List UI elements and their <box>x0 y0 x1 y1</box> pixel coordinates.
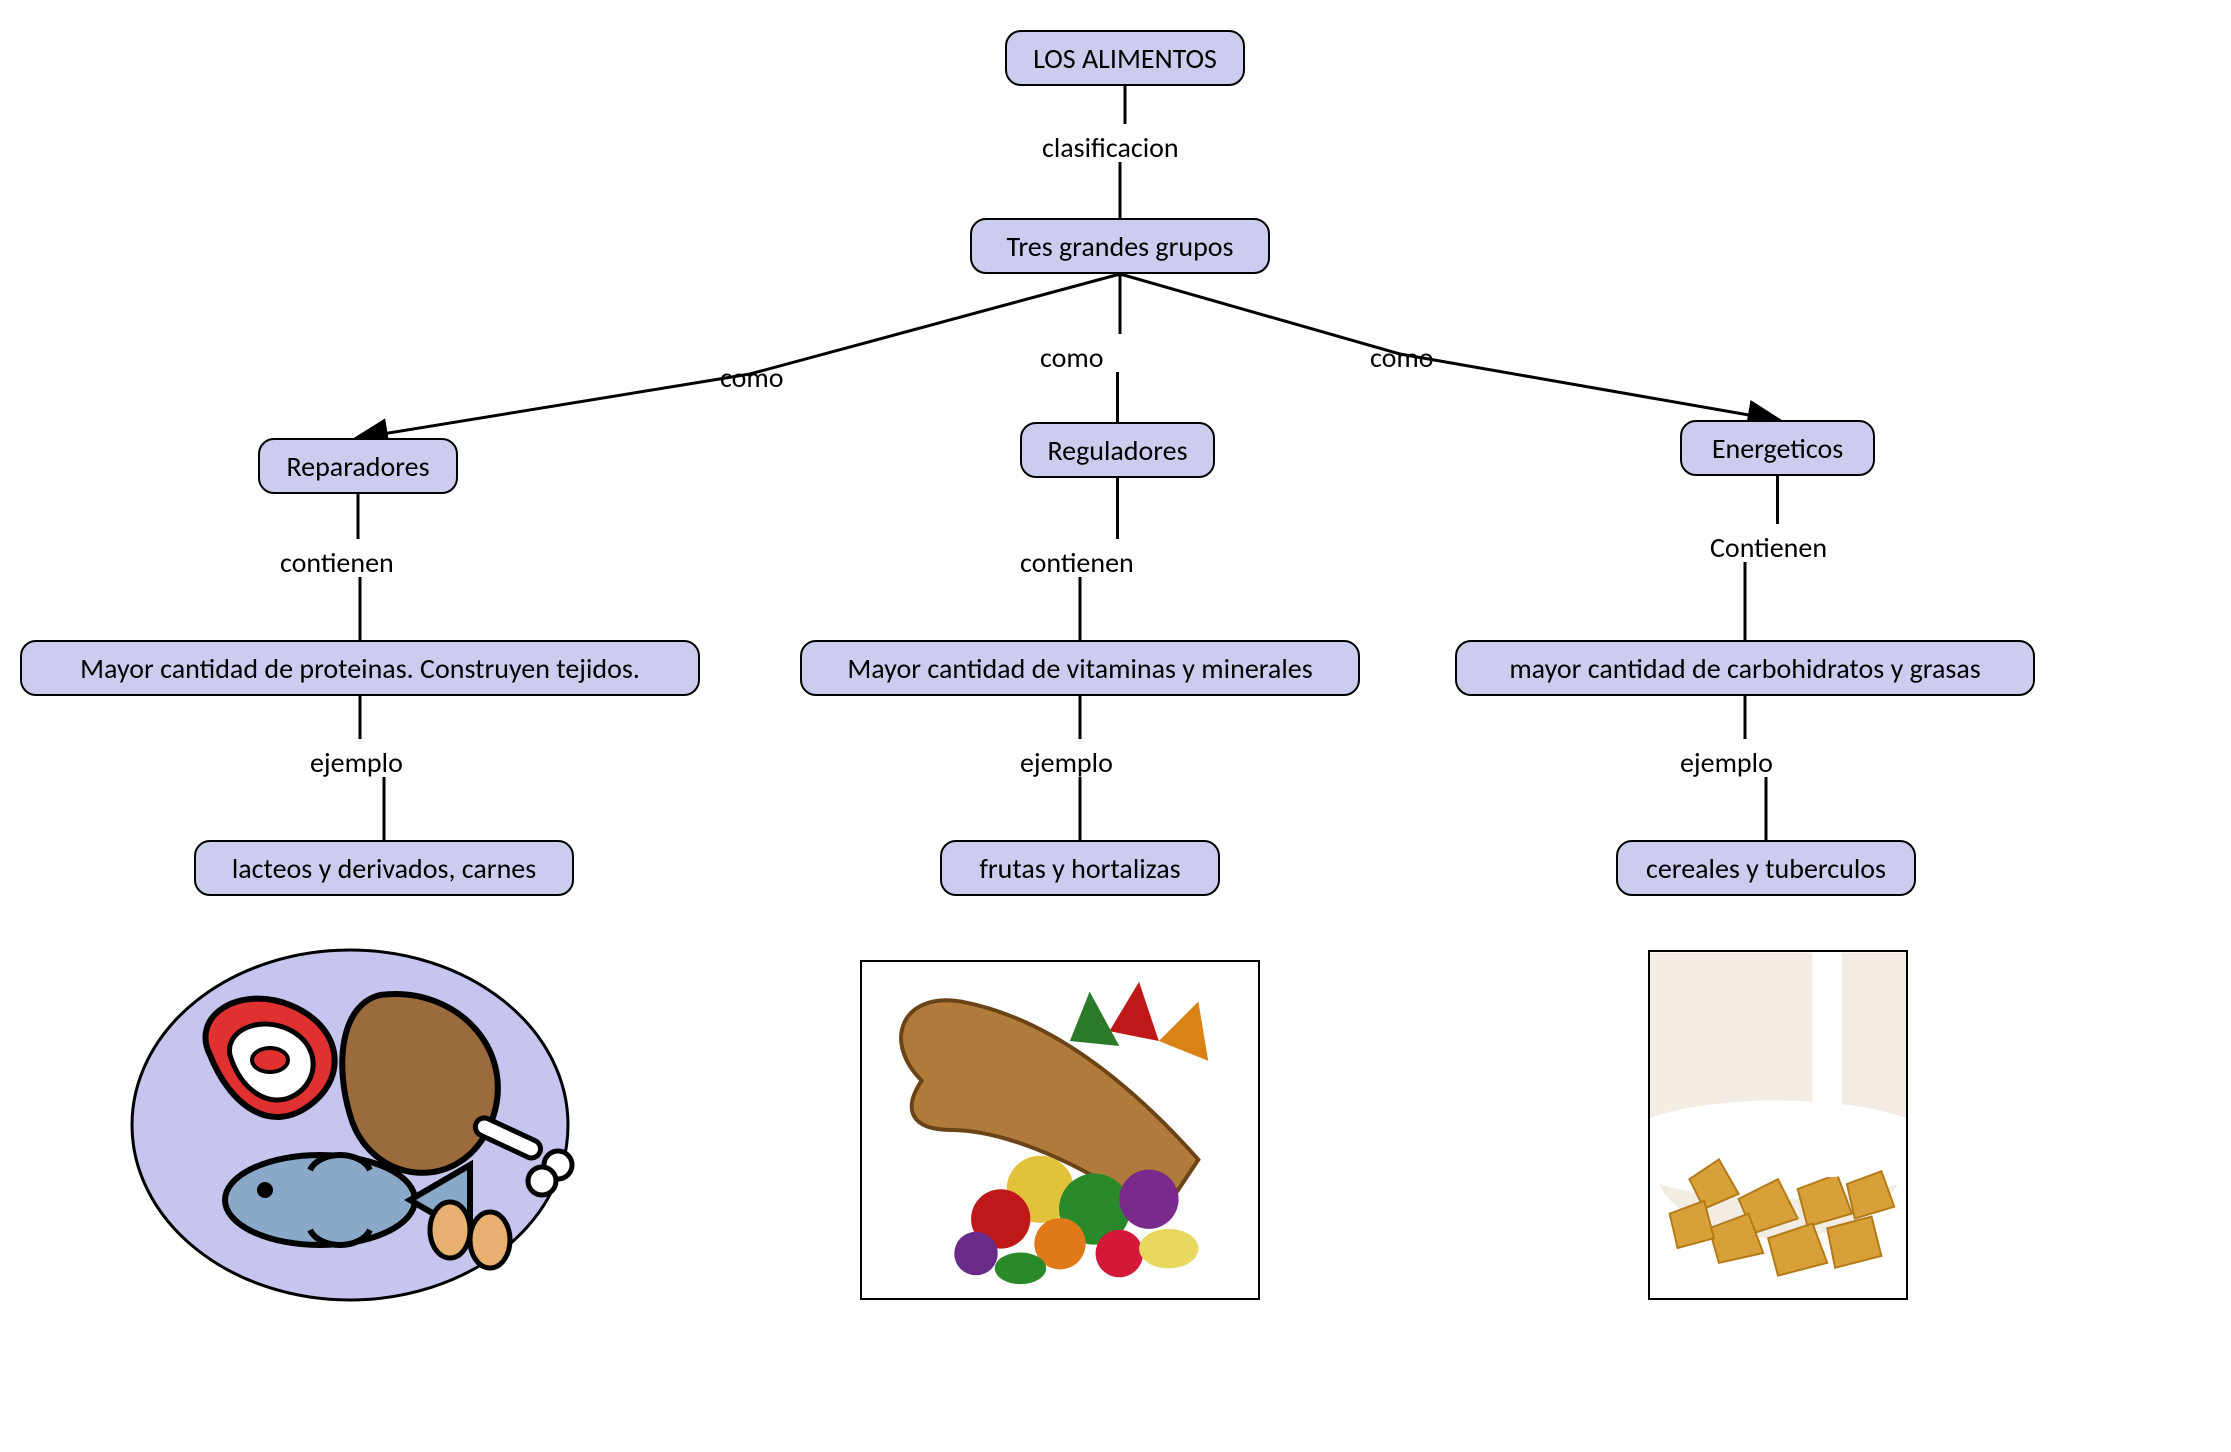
node-label: Reguladores <box>1047 433 1187 468</box>
node-g3: Energeticos <box>1680 420 1875 476</box>
image-fruits <box>860 960 1260 1300</box>
edge-label: como <box>1040 340 1104 375</box>
image-cereal <box>1648 950 1908 1300</box>
node-label: mayor cantidad de carbohidratos y grasas <box>1509 651 1980 686</box>
node-label: Tres grandes grupos <box>1006 229 1233 264</box>
node-g2: Reguladores <box>1020 422 1215 478</box>
node-label: frutas y hortalizas <box>979 851 1180 886</box>
image-meats <box>130 940 570 1310</box>
node-label: cereales y tuberculos <box>1646 851 1886 886</box>
node-e3: cereales y tuberculos <box>1616 840 1916 896</box>
node-label: Mayor cantidad de vitaminas y minerales <box>847 651 1312 686</box>
edge-label: como <box>720 360 784 395</box>
edge-label: Contienen <box>1710 530 1827 565</box>
concept-map: LOS ALIMENTOS Tres grandes grupos Repara… <box>0 0 2231 1452</box>
node-e1: lacteos y derivados, carnes <box>194 840 574 896</box>
node-groups: Tres grandes grupos <box>970 218 1270 274</box>
node-label: Energeticos <box>1712 431 1843 466</box>
node-label: Reparadores <box>286 449 429 484</box>
edge-label: ejemplo <box>1020 745 1113 780</box>
edge-label: como <box>1370 340 1434 375</box>
edge-label: ejemplo <box>1680 745 1773 780</box>
edge-label: clasificacion <box>1042 130 1179 165</box>
node-d2: Mayor cantidad de vitaminas y minerales <box>800 640 1360 696</box>
node-d3: mayor cantidad de carbohidratos y grasas <box>1455 640 2035 696</box>
edge-label: contienen <box>280 545 394 580</box>
node-d1: Mayor cantidad de proteinas. Construyen … <box>20 640 700 696</box>
edge-label: contienen <box>1020 545 1134 580</box>
node-root: LOS ALIMENTOS <box>1005 30 1245 86</box>
node-e2: frutas y hortalizas <box>940 840 1220 896</box>
node-label: lacteos y derivados, carnes <box>232 851 536 886</box>
edge-label: ejemplo <box>310 745 403 780</box>
node-label: LOS ALIMENTOS <box>1033 41 1217 76</box>
node-label: Mayor cantidad de proteinas. Construyen … <box>80 651 640 686</box>
node-g1: Reparadores <box>258 438 458 494</box>
